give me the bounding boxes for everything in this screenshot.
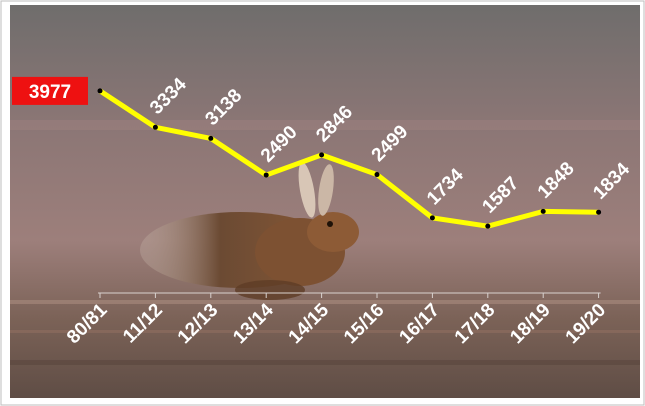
data-point — [596, 209, 602, 215]
ground-streaks — [10, 120, 640, 365]
data-point — [540, 208, 546, 214]
highlight-box — [12, 76, 88, 105]
data-point — [263, 172, 269, 178]
hare — [140, 162, 359, 300]
data-point — [429, 215, 435, 221]
data-point — [97, 88, 103, 94]
data-label: 3977 — [29, 82, 71, 103]
data-point — [152, 124, 158, 130]
data-point — [485, 223, 491, 229]
data-line — [98, 88, 599, 229]
data-point — [319, 152, 325, 158]
data-point — [374, 172, 380, 178]
data-point — [208, 135, 214, 141]
